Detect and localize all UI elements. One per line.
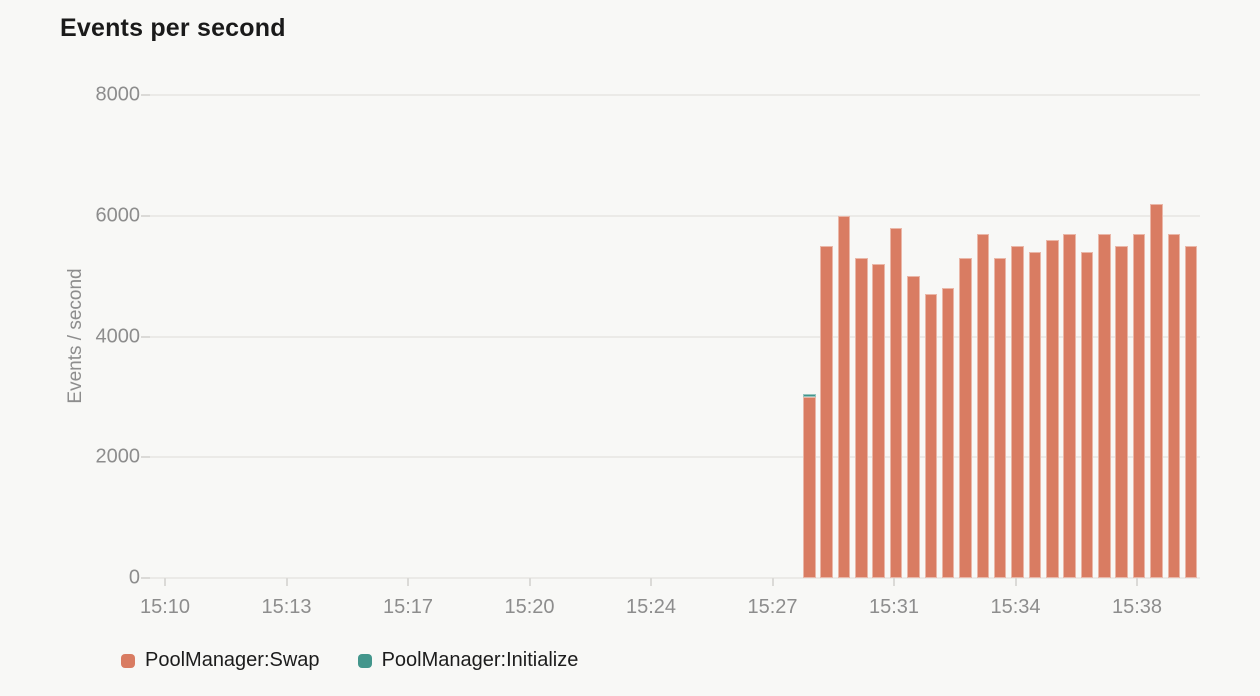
legend-swatch-icon [357, 653, 372, 668]
x-tick-label: 15:20 [504, 596, 555, 618]
x-tick-mark [528, 578, 531, 586]
y-tick-mark [141, 335, 150, 338]
bar-poolmanager-swap-15:31:00[interactable] [889, 227, 903, 578]
legend-label: PoolManager:Swap [145, 649, 320, 671]
y-tick-mark [141, 214, 150, 217]
x-tick-mark [893, 578, 895, 586]
y-tick-label: 0 [128, 566, 140, 589]
x-tick-label: 15:38 [1111, 596, 1163, 618]
gridline-y-0 [150, 577, 1200, 579]
bar-poolmanager-swap-15:37:30[interactable] [1115, 245, 1128, 578]
gridline-y-8000 [150, 94, 1200, 96]
legend-label: PoolManager:Initialize [381, 649, 579, 671]
bar-poolmanager-swap-15:39:30[interactable] [1184, 245, 1198, 578]
y-tick-label: 2000 [95, 445, 141, 468]
y-axis-title: Events / second [65, 268, 86, 404]
gridline-y-6000 [150, 214, 1200, 217]
bar-poolmanager-swap-15:34:00[interactable] [993, 258, 1007, 578]
bar-poolmanager-initialize-15:28:30[interactable] [803, 393, 816, 397]
x-tick-mark [407, 578, 409, 586]
y-tick-label: 6000 [95, 204, 141, 227]
y-tick-label: 8000 [95, 83, 141, 106]
x-tick-mark [164, 578, 166, 586]
x-tick-label: 15:10 [139, 596, 191, 618]
bar-poolmanager-swap-15:31:30[interactable] [907, 276, 920, 578]
bar-poolmanager-swap-15:30:30[interactable] [872, 264, 885, 578]
bar-poolmanager-swap-15:34:30[interactable] [1011, 245, 1024, 578]
x-tick-label: 15:13 [261, 596, 312, 618]
bar-poolmanager-swap-15:30:00[interactable] [855, 258, 868, 578]
x-tick-label: 15:17 [382, 596, 434, 618]
chart-title: Events per second [60, 14, 286, 42]
x-tick-label: 15:31 [868, 596, 920, 618]
bar-poolmanager-swap-15:38:00[interactable] [1132, 233, 1146, 578]
y-tick-label: 4000 [95, 325, 141, 347]
bar-poolmanager-swap-15:32:30[interactable] [941, 288, 955, 578]
bar-poolmanager-swap-15:33:00[interactable] [959, 258, 972, 578]
gridline-y-4000 [150, 335, 1200, 338]
x-tick-mark [1136, 578, 1138, 586]
x-tick-label: 15:27 [747, 596, 798, 618]
bar-poolmanager-swap-15:28:30[interactable] [803, 396, 816, 578]
legend: PoolManager:Swap PoolManager:Initialize [121, 649, 578, 672]
bar-poolmanager-swap-15:33:30[interactable] [976, 233, 990, 578]
bar-poolmanager-swap-15:36:00[interactable] [1063, 233, 1076, 578]
gridline-y-2000 [150, 456, 1200, 459]
bar-poolmanager-swap-15:37:00[interactable] [1098, 233, 1111, 578]
x-tick-mark [650, 578, 652, 586]
legend-swatch-icon [121, 653, 135, 668]
bar-poolmanager-swap-15:29:30[interactable] [837, 215, 851, 578]
y-tick-mark [141, 94, 150, 96]
legend-item-poolmanager-swap[interactable]: PoolManager:Swap [121, 649, 320, 672]
bar-poolmanager-swap-15:36:30[interactable] [1080, 251, 1094, 578]
x-tick-mark [1014, 578, 1017, 586]
bar-poolmanager-swap-15:35:00[interactable] [1028, 251, 1042, 578]
x-tick-label: 15:34 [990, 596, 1041, 618]
legend-item-poolmanager-initialize[interactable]: PoolManager:Initialize [357, 649, 579, 672]
bar-poolmanager-swap-15:39:00[interactable] [1167, 233, 1181, 578]
bar-poolmanager-swap-15:35:30[interactable] [1046, 239, 1059, 578]
y-tick-mark [141, 577, 150, 579]
bar-poolmanager-swap-15:32:00[interactable] [924, 294, 938, 578]
bar-poolmanager-swap-15:29:00[interactable] [820, 245, 833, 578]
x-tick-mark [771, 578, 774, 586]
x-tick-mark [285, 578, 288, 586]
bar-poolmanager-swap-15:38:30[interactable] [1150, 203, 1163, 578]
y-tick-mark [141, 456, 150, 459]
x-tick-label: 15:24 [625, 596, 677, 618]
